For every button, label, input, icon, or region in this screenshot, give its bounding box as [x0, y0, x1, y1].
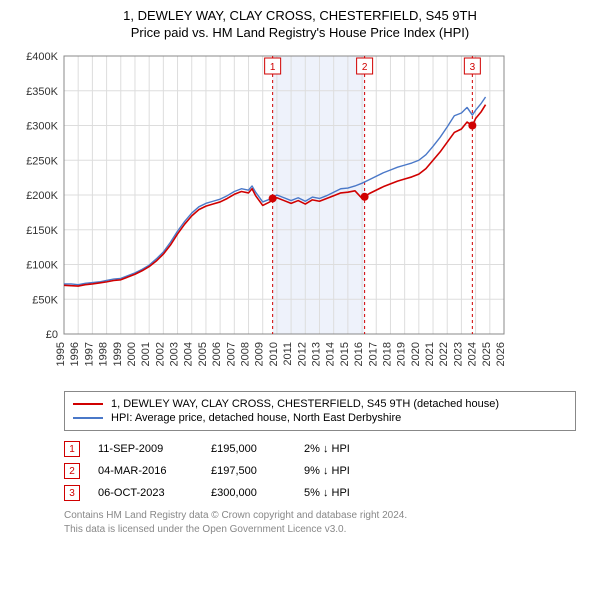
event-delta: 2% ↓ HPI [304, 443, 350, 455]
chart-container: 1, DEWLEY WAY, CLAY CROSS, CHESTERFIELD,… [0, 0, 600, 541]
event-date: 04-MAR-2016 [98, 465, 193, 477]
svg-text:£400K: £400K [26, 51, 58, 63]
svg-text:1997: 1997 [83, 342, 95, 366]
svg-text:2001: 2001 [140, 342, 152, 366]
event-price: £195,000 [211, 443, 286, 455]
svg-text:2020: 2020 [410, 342, 422, 366]
legend-label: 1, DEWLEY WAY, CLAY CROSS, CHESTERFIELD,… [111, 398, 499, 410]
svg-text:2000: 2000 [126, 342, 138, 366]
legend-item: 1, DEWLEY WAY, CLAY CROSS, CHESTERFIELD,… [73, 398, 567, 410]
event-price: £300,000 [211, 487, 286, 499]
svg-text:2023: 2023 [452, 342, 464, 366]
chart-title-line1: 1, DEWLEY WAY, CLAY CROSS, CHESTERFIELD,… [4, 8, 596, 23]
footer-attribution: Contains HM Land Registry data © Crown c… [64, 509, 576, 537]
event-badge: 3 [64, 485, 80, 501]
event-table: 1 11-SEP-2009 £195,000 2% ↓ HPI 2 04-MAR-2016… [64, 441, 576, 501]
svg-text:£350K: £350K [26, 86, 58, 98]
event-row: 3 06-OCT-2023 £300,000 5% ↓ HPI [64, 485, 576, 501]
svg-text:£100K: £100K [26, 260, 58, 272]
svg-text:2022: 2022 [438, 342, 450, 366]
event-price: £197,500 [211, 465, 286, 477]
legend-item: HPI: Average price, detached house, Nort… [73, 412, 567, 424]
svg-text:£0: £0 [46, 329, 58, 341]
legend: 1, DEWLEY WAY, CLAY CROSS, CHESTERFIELD,… [64, 391, 576, 431]
svg-text:2012: 2012 [296, 342, 308, 366]
svg-text:£150K: £150K [26, 225, 58, 237]
svg-text:2017: 2017 [367, 342, 379, 366]
svg-text:2005: 2005 [197, 342, 209, 366]
svg-text:2004: 2004 [183, 342, 195, 366]
legend-swatch [73, 417, 103, 419]
chart-svg: £0 £50K £100K £150K £200K £250K £300K £350K £400… [4, 48, 524, 378]
svg-text:3: 3 [470, 62, 476, 73]
event-delta: 9% ↓ HPI [304, 465, 350, 477]
svg-text:1996: 1996 [69, 342, 81, 366]
svg-text:2003: 2003 [169, 342, 181, 366]
svg-text:£50K: £50K [32, 294, 58, 306]
svg-text:2011: 2011 [282, 342, 294, 366]
line-chart: £0 £50K £100K £150K £200K £250K £300K £350K £400… [4, 48, 596, 383]
svg-text:2018: 2018 [381, 342, 393, 366]
svg-text:2007: 2007 [225, 342, 237, 366]
event-delta: 5% ↓ HPI [304, 487, 350, 499]
footer-line1: Contains HM Land Registry data © Crown c… [64, 509, 576, 523]
svg-text:1998: 1998 [98, 342, 110, 366]
svg-text:2025: 2025 [481, 342, 493, 366]
svg-text:2016: 2016 [353, 342, 365, 366]
svg-text:2026: 2026 [495, 342, 507, 366]
footer-line2: This data is licensed under the Open Gov… [64, 523, 576, 537]
svg-text:1: 1 [270, 62, 276, 73]
event-row: 1 11-SEP-2009 £195,000 2% ↓ HPI [64, 441, 576, 457]
svg-text:2009: 2009 [254, 342, 266, 366]
svg-text:2010: 2010 [268, 342, 280, 366]
svg-text:1999: 1999 [112, 342, 124, 366]
event-row: 2 04-MAR-2016 £197,500 9% ↓ HPI [64, 463, 576, 479]
svg-text:2006: 2006 [211, 342, 223, 366]
legend-label: HPI: Average price, detached house, Nort… [111, 412, 401, 424]
svg-text:1995: 1995 [55, 342, 67, 366]
svg-text:£200K: £200K [26, 190, 58, 202]
svg-text:2024: 2024 [467, 342, 479, 366]
svg-text:2013: 2013 [310, 342, 322, 366]
event-date: 11-SEP-2009 [98, 443, 193, 455]
svg-text:2: 2 [362, 62, 368, 73]
chart-title-line2: Price paid vs. HM Land Registry's House … [4, 25, 596, 40]
svg-text:£250K: £250K [26, 155, 58, 167]
svg-text:2008: 2008 [240, 342, 252, 366]
svg-text:2015: 2015 [339, 342, 351, 366]
svg-text:2014: 2014 [325, 342, 337, 366]
event-date: 06-OCT-2023 [98, 487, 193, 499]
event-badge: 1 [64, 441, 80, 457]
svg-text:2019: 2019 [396, 342, 408, 366]
event-badge: 2 [64, 463, 80, 479]
svg-text:2021: 2021 [424, 342, 436, 366]
legend-swatch [73, 403, 103, 405]
svg-text:£300K: £300K [26, 121, 58, 133]
svg-text:2002: 2002 [154, 342, 166, 366]
